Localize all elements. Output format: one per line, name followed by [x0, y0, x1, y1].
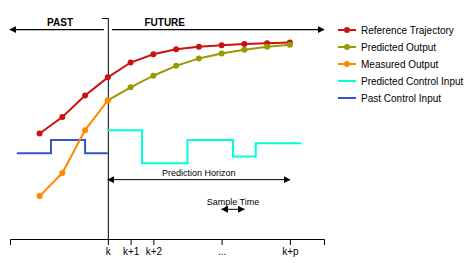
legend-label: Measured Output — [361, 59, 438, 70]
series-point — [219, 42, 225, 48]
annotations: PAST FUTURE Prediction Horizon Sample Time — [10, 17, 324, 210]
x-tick-label: ... — [218, 246, 226, 257]
annotation-label: Prediction Horizon — [162, 168, 236, 178]
x-tick-label: k+2 — [146, 246, 163, 257]
series-point — [128, 84, 134, 90]
series-point — [82, 127, 88, 133]
legend-marker — [344, 27, 350, 33]
x-tick-mark — [290, 239, 291, 245]
series-point — [287, 42, 293, 48]
series-point — [59, 170, 65, 176]
series-point — [196, 55, 202, 61]
series-1 — [105, 42, 293, 104]
series-point — [241, 47, 247, 53]
x-axis-line — [11, 240, 325, 246]
series-2 — [37, 97, 111, 199]
series-point — [241, 41, 247, 47]
legend-item: Past Control Input — [338, 93, 441, 104]
series-0 — [37, 39, 293, 136]
series-point — [264, 44, 270, 50]
legend-item: Measured Output — [338, 59, 438, 70]
series-point — [59, 114, 65, 120]
annotation-arrow — [10, 29, 104, 30]
series-line — [40, 100, 108, 196]
series-point — [82, 93, 88, 99]
plot-area — [17, 39, 301, 199]
y-axis-line — [102, 19, 109, 240]
series-point — [105, 97, 111, 103]
legend: Reference Trajectory Predicted Output Meas… — [338, 25, 464, 104]
legend-label: Predicted Output — [361, 42, 436, 53]
annotation-label: FUTURE — [144, 17, 185, 28]
legend-label: Predicted Control Input — [361, 76, 464, 87]
series-3 — [108, 130, 301, 163]
series-point — [173, 46, 179, 52]
series-line — [40, 42, 290, 133]
legend-item: Predicted Control Input — [338, 76, 464, 87]
series-point — [219, 50, 225, 56]
x-tick-mark — [222, 239, 223, 245]
x-tick-label: k+1 — [123, 246, 140, 257]
series-4 — [17, 140, 108, 153]
annotation-arrow — [108, 179, 290, 180]
series-point — [128, 60, 134, 66]
annotation-arrow — [222, 209, 245, 210]
x-tick: k+2 — [146, 239, 163, 257]
y-axis — [102, 19, 109, 240]
plot-root: k k+1 k+2... k+p PAST FUTURE Prediction Horizo… — [10, 17, 325, 258]
legend-item: Reference Trajectory — [338, 25, 454, 36]
series-point — [37, 193, 43, 199]
series-point — [150, 51, 156, 57]
legend-label: Past Control Input — [361, 93, 441, 104]
legend-swatch — [338, 80, 356, 82]
series-line — [108, 45, 290, 101]
annotation-arrow — [112, 29, 324, 30]
x-tick: ... — [218, 239, 226, 257]
series-point — [196, 44, 202, 50]
annotation-label: Sample Time — [207, 197, 260, 207]
series-point — [105, 97, 111, 103]
series-point — [173, 63, 179, 69]
x-tick: k+p — [282, 239, 299, 257]
series-line — [17, 140, 108, 153]
x-tick-label: k — [106, 246, 112, 257]
x-tick: k+1 — [123, 239, 140, 257]
legend-marker — [344, 61, 350, 67]
annotation-label: PAST — [47, 17, 73, 28]
series-line — [108, 130, 301, 163]
x-tick: k — [106, 239, 112, 257]
x-tick-mark — [131, 239, 132, 245]
series-point — [37, 130, 43, 136]
chart: k k+1 k+2... k+p PAST FUTURE Prediction Horizo… — [0, 0, 474, 263]
x-tick-mark — [153, 239, 154, 245]
legend-marker — [344, 44, 350, 50]
x-tick-label: k+p — [282, 246, 299, 257]
series-point — [150, 73, 156, 79]
x-axis: k k+1 k+2... k+p — [11, 239, 325, 257]
legend-label: Reference Trajectory — [361, 25, 454, 36]
legend-swatch — [338, 97, 356, 99]
series-point — [105, 74, 111, 80]
legend-item: Predicted Output — [338, 42, 436, 53]
